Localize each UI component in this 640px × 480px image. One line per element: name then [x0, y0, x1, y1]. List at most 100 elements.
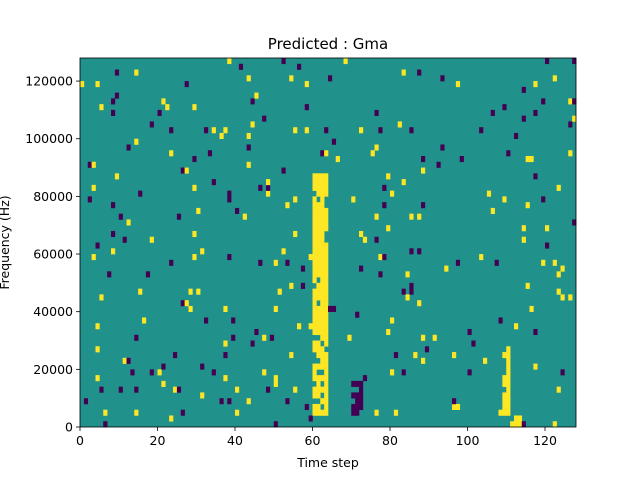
heatmap-cell: [502, 104, 507, 111]
heatmap-cell: [273, 259, 278, 266]
heatmap-cell: [351, 392, 356, 399]
heatmap-cell: [316, 392, 321, 399]
heatmap-cell: [223, 340, 228, 347]
heatmap-cell: [316, 254, 321, 261]
heatmap-cell: [285, 259, 290, 266]
heatmap-cell: [297, 323, 302, 330]
heatmap-cell: [316, 409, 321, 416]
heatmap-cell: [374, 213, 379, 220]
heatmap-cell: [355, 398, 360, 405]
heatmap-cell: [320, 254, 325, 261]
heatmap-cell: [320, 363, 325, 370]
heatmap-cell: [401, 288, 406, 295]
heatmap-cell: [572, 115, 577, 122]
heatmap-cell: [506, 403, 511, 411]
heatmap-cell: [552, 421, 557, 428]
heatmap-cell: [165, 104, 170, 111]
heatmap-cell: [401, 369, 406, 376]
heatmap-cell: [533, 109, 538, 116]
heatmap-cell: [200, 392, 205, 399]
heatmap-cells: [80, 58, 577, 428]
heatmap-cell: [455, 81, 461, 88]
heatmap-cell: [304, 104, 309, 111]
heatmap-cell: [506, 398, 511, 405]
heatmap-cell: [320, 282, 325, 289]
heatmap-cell: [390, 369, 395, 376]
heatmap-cell: [312, 265, 317, 272]
heatmap-cell: [320, 398, 325, 405]
heatmap-cell: [312, 386, 317, 393]
heatmap-cell: [320, 357, 325, 364]
heatmap-cell: [114, 69, 120, 76]
heatmap-cell: [324, 363, 329, 370]
heatmap-cell: [316, 380, 321, 387]
heatmap-cell: [529, 305, 534, 312]
heatmap-cell: [320, 265, 325, 272]
heatmap-cell: [192, 254, 197, 261]
heatmap-cell: [320, 294, 325, 301]
heatmap-cell: [417, 300, 422, 307]
heatmap-cell: [502, 375, 507, 382]
heatmap-cell: [235, 409, 240, 416]
heatmap-cell: [483, 357, 488, 364]
heatmap-cell: [510, 421, 515, 428]
heatmap-cell: [262, 115, 267, 122]
heatmap-cell: [316, 328, 321, 336]
y-tick-label: 60000: [33, 247, 73, 262]
heatmap-cell: [320, 173, 325, 180]
heatmap-cell: [316, 179, 321, 186]
heatmap-cell: [514, 421, 519, 428]
heatmap-cell: [541, 196, 546, 203]
heatmap-cell: [455, 403, 461, 411]
heatmap-cell: [374, 236, 379, 243]
heatmap-cell: [227, 254, 232, 261]
heatmap-cell: [316, 317, 321, 324]
heatmap-cell: [95, 242, 100, 249]
heatmap-cell: [324, 409, 329, 416]
heatmap-cell: [324, 179, 329, 186]
heatmap-cell: [386, 328, 391, 336]
heatmap-cell: [390, 317, 395, 324]
heatmap-cell: [145, 271, 151, 278]
heatmap-cell: [200, 363, 205, 370]
heatmap-cell: [320, 300, 325, 307]
heatmap-cell: [312, 409, 317, 416]
heatmap-cell: [324, 265, 329, 272]
heatmap-cell: [324, 357, 329, 364]
heatmap-cell: [405, 294, 410, 301]
heatmap-cell: [204, 127, 209, 134]
heatmap-cell: [324, 392, 329, 399]
heatmap-cell: [312, 225, 317, 232]
heatmap-cell: [506, 409, 511, 416]
heatmap-cell: [316, 323, 321, 330]
heatmap-cell: [324, 386, 329, 393]
heatmap-cell: [126, 357, 131, 364]
heatmap-cell: [324, 375, 329, 382]
heatmap-cell: [498, 409, 503, 416]
heatmap-cell: [502, 392, 507, 399]
y-tick-label: 120000: [25, 74, 73, 89]
heatmap-cell: [126, 144, 131, 151]
heatmap-cell: [320, 271, 325, 278]
heatmap-cell: [250, 121, 255, 128]
heatmap-cell: [80, 81, 85, 88]
heatmap-cell: [359, 386, 364, 393]
heatmap-cell: [541, 98, 546, 105]
heatmap-cell: [192, 156, 197, 163]
heatmap-cell: [324, 328, 329, 336]
heatmap-cell: [134, 409, 139, 416]
heatmap-cell: [452, 403, 457, 411]
heatmap-cell: [107, 271, 112, 278]
heatmap-cell: [312, 323, 317, 330]
heatmap-cell: [506, 352, 511, 359]
heatmap-cell: [161, 363, 166, 370]
heatmap-cell: [362, 236, 368, 243]
heatmap-cell: [320, 334, 325, 341]
heatmap-cell: [440, 75, 445, 82]
heatmap-cell: [87, 196, 92, 203]
heatmap-cell: [393, 352, 399, 359]
heatmap-cell: [266, 190, 271, 197]
heatmap-cell: [324, 277, 329, 284]
heatmap-cell: [269, 334, 275, 341]
heatmap-cell: [533, 173, 538, 180]
